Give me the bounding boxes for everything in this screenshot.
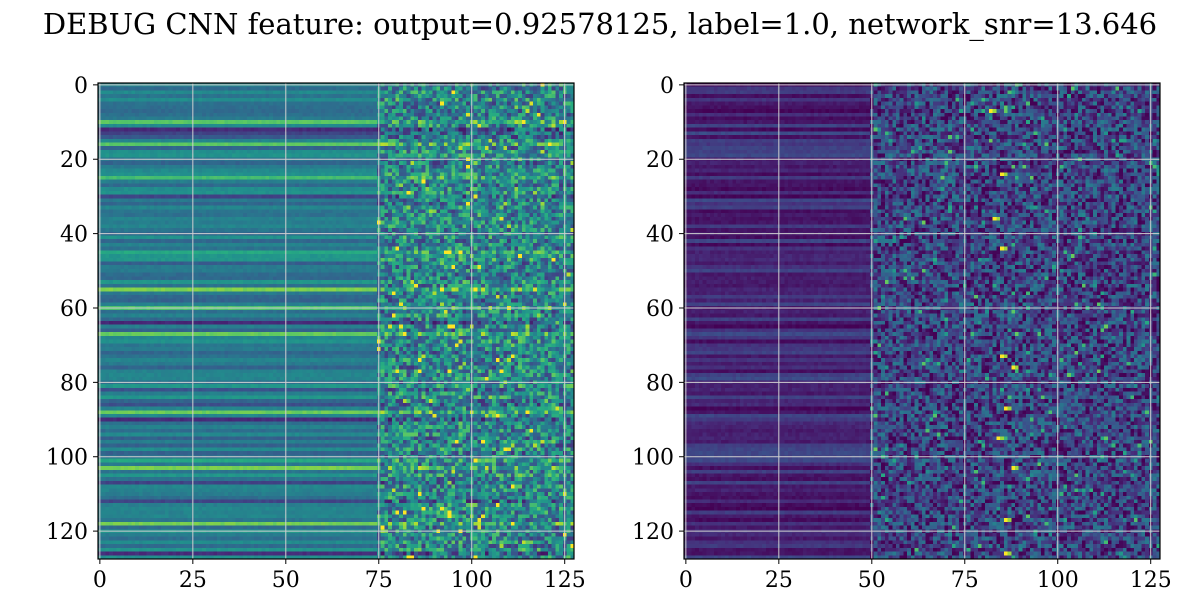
y-tick-label: 120 xyxy=(46,520,88,545)
x-tick-label: 75 xyxy=(365,568,393,593)
axes-frame xyxy=(683,82,1161,560)
y-tick-label: 60 xyxy=(646,297,674,322)
heatmap-image xyxy=(684,83,1160,559)
y-tick-label: 100 xyxy=(46,446,88,471)
x-tick-label: 50 xyxy=(858,568,886,593)
y-tick-label: 40 xyxy=(646,223,674,248)
y-tick-label: 120 xyxy=(632,520,674,545)
y-tick-label: 60 xyxy=(60,297,88,322)
heatmap-image xyxy=(98,83,574,559)
y-tick-label: 80 xyxy=(646,371,674,396)
y-tick-label: 20 xyxy=(646,148,674,173)
x-tick-label: 25 xyxy=(765,568,793,593)
y-tick-label: 40 xyxy=(60,223,88,248)
y-tick-label: 100 xyxy=(632,446,674,471)
x-tick-label: 75 xyxy=(951,568,979,593)
axes-frame xyxy=(97,82,575,560)
figure-title: DEBUG CNN feature: output=0.92578125, la… xyxy=(43,7,1157,42)
x-tick-label: 125 xyxy=(544,568,586,593)
y-tick-label: 0 xyxy=(660,74,674,99)
x-tick-label: 0 xyxy=(93,568,107,593)
y-tick-label: 20 xyxy=(60,148,88,173)
x-tick-label: 100 xyxy=(451,568,493,593)
x-tick-label: 100 xyxy=(1037,568,1079,593)
right-panel: 0 25 50 75 100 125 0 20 40 60 80 100 120 xyxy=(632,74,1172,593)
x-tick-label: 50 xyxy=(272,568,300,593)
x-tick-label: 0 xyxy=(679,568,693,593)
x-tick-label: 25 xyxy=(179,568,207,593)
left-panel: 0 25 50 75 100 125 0 20 40 60 80 100 120 xyxy=(46,74,586,593)
y-tick-label: 0 xyxy=(74,74,88,99)
y-tick-label: 80 xyxy=(60,371,88,396)
x-tick-label: 125 xyxy=(1130,568,1172,593)
